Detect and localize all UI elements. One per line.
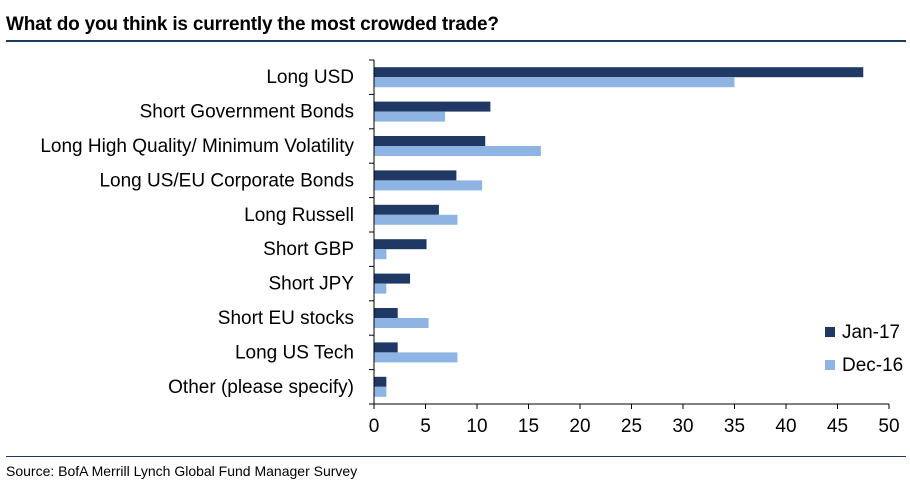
bar-dec16-5 (374, 249, 387, 260)
bar-dec16-8 (374, 352, 458, 363)
bar-dec16-1 (374, 111, 446, 122)
category-label: Long USD (266, 67, 354, 88)
axes-group: 0 5 10 15 20 25 30 35 40 45 50 (369, 59, 900, 437)
bar-chart: Long USD Short Government Bonds Long High … (40, 59, 903, 437)
category-label: Short GBP (263, 239, 354, 260)
bars-group (374, 67, 864, 397)
category-label: Long US/EU Corporate Bonds (99, 170, 354, 191)
category-label: Short Government Bonds (140, 102, 354, 123)
bar-dec16-9 (374, 386, 387, 397)
bar-jan17-0 (374, 67, 864, 78)
category-label: Long Russell (244, 205, 354, 226)
legend-label: Jan-17 (842, 322, 900, 343)
title-rule (6, 40, 906, 42)
bar-dec16-0 (374, 77, 735, 88)
category-label: Short JPY (268, 274, 354, 295)
x-tick-label: 35 (724, 416, 745, 437)
bar-jan17-2 (374, 136, 486, 146)
bar-jan17-8 (374, 342, 398, 353)
bar-dec16-3 (374, 180, 483, 191)
x-tick-label: 30 (672, 416, 693, 437)
category-labels-group: Long USD Short Government Bonds Long High … (40, 67, 354, 398)
bar-dec16-4 (374, 214, 458, 225)
chart-title: What do you think is currently the most … (6, 14, 499, 35)
x-tick-label: 15 (518, 416, 539, 437)
source-note: Source: BofA Merrill Lynch Global Fund M… (6, 463, 358, 479)
bar-jan17-1 (374, 101, 491, 112)
category-label: Long High Quality/ Minimum Volatility (40, 136, 354, 157)
legend-swatch-jan17 (825, 327, 835, 337)
category-label: Short EU stocks (218, 308, 354, 329)
bar-jan17-6 (374, 273, 411, 284)
legend-swatch-dec16 (825, 360, 835, 370)
legend: Jan-17 Dec-16 (825, 322, 903, 376)
bar-dec16-6 (374, 283, 387, 294)
x-tick-label: 40 (775, 416, 796, 437)
bar-jan17-4 (374, 204, 439, 215)
bar-jan17-5 (374, 239, 427, 250)
x-tick-label: 5 (420, 416, 431, 437)
x-tick-label: 10 (466, 416, 487, 437)
legend-label: Dec-16 (842, 355, 903, 376)
bar-dec16-7 (374, 318, 429, 328)
x-tick-label: 20 (569, 416, 590, 437)
category-label: Long US Tech (235, 342, 354, 363)
bar-jan17-3 (374, 170, 457, 181)
x-tick-label: 0 (369, 416, 380, 437)
x-tick-label: 45 (827, 416, 848, 437)
bar-dec16-2 (374, 146, 541, 156)
category-label: Other (please specify) (168, 377, 354, 398)
bar-jan17-9 (374, 376, 387, 387)
x-tick-label: 25 (621, 416, 642, 437)
bottom-rule (6, 456, 906, 457)
x-tick-label: 50 (878, 416, 899, 437)
bar-jan17-7 (374, 308, 398, 318)
